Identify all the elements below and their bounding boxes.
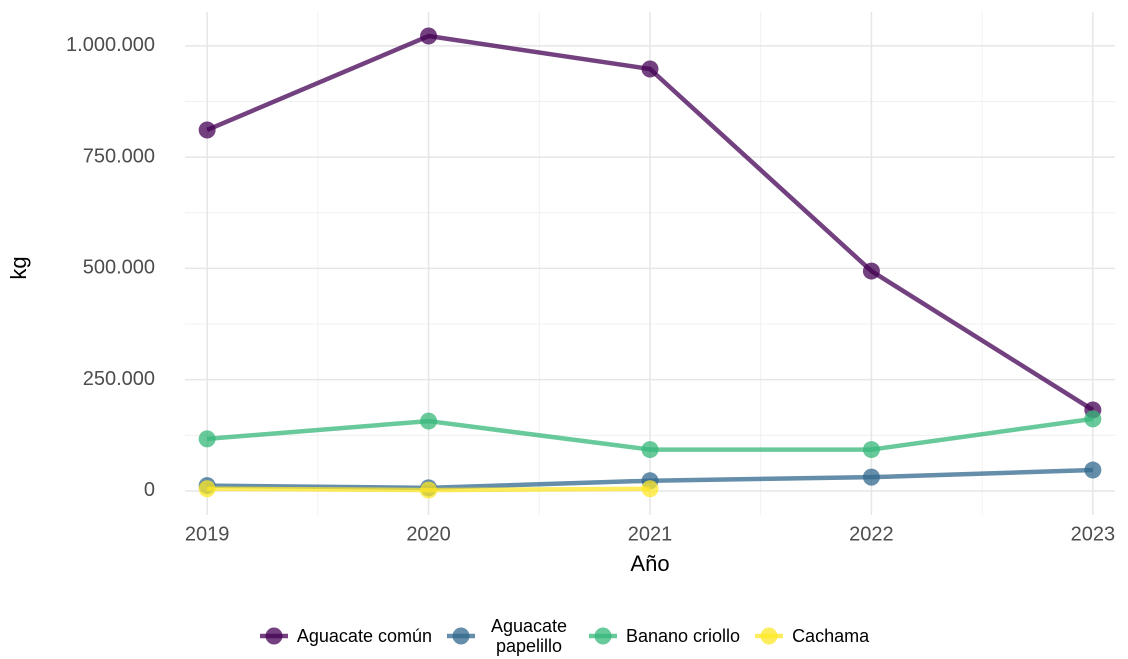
y-tick-label: 750.000: [83, 145, 155, 167]
legend-dot: [760, 627, 778, 644]
legend-item: Aguacate común: [259, 626, 432, 646]
legend-key: [588, 627, 617, 644]
data-point: [420, 27, 438, 45]
legend-item: Aguacate papelillo: [446, 616, 574, 656]
data-point: [1084, 461, 1102, 479]
chart: Año kg 0 250.000 500.000 750.000 1.000.000 20…: [6, 12, 1116, 576]
legend-dot: [265, 627, 283, 644]
y-tick-label: 1.000.000: [66, 34, 155, 56]
y-tick-label: 250.000: [83, 368, 155, 390]
legend-dot: [452, 627, 470, 644]
data-point: [198, 430, 216, 448]
x-tick-label: 2019: [185, 523, 230, 545]
legend-label: Aguacate papelillo: [490, 615, 568, 656]
data-point: [862, 262, 880, 280]
data-point: [198, 480, 216, 498]
legend-key: [446, 627, 475, 644]
data-point: [862, 468, 880, 486]
legend-key: [755, 627, 784, 644]
legend: Aguacate común Aguacate papelillo Banano c…: [0, 612, 1128, 659]
data-point: [1084, 410, 1102, 428]
data-point: [862, 441, 880, 459]
x-axis-title: Año: [630, 551, 669, 576]
data-point: [641, 480, 659, 498]
x-tick-label: 2020: [406, 523, 451, 545]
y-axis-title: kg: [6, 256, 31, 279]
legend-label: Banano criollo: [625, 625, 741, 646]
data-point: [198, 121, 216, 139]
data-point: [641, 441, 659, 459]
legend-dot: [594, 627, 612, 644]
legend-item: Cachama: [754, 626, 869, 646]
data-point: [420, 412, 438, 430]
x-tick-label: 2021: [628, 523, 673, 545]
x-tick-label: 2023: [1071, 523, 1116, 545]
legend-item: Banano criollo: [588, 626, 740, 646]
legend-key: [259, 627, 288, 644]
y-tick-label: 0: [144, 479, 155, 501]
legend-label: Cachama: [792, 625, 870, 646]
grid: [185, 12, 1115, 515]
data-point: [420, 481, 438, 499]
legend-label: Aguacate común: [296, 625, 432, 646]
y-tick-label: 500.000: [83, 257, 155, 279]
x-tick-label: 2022: [849, 523, 894, 545]
data-point: [641, 60, 659, 78]
